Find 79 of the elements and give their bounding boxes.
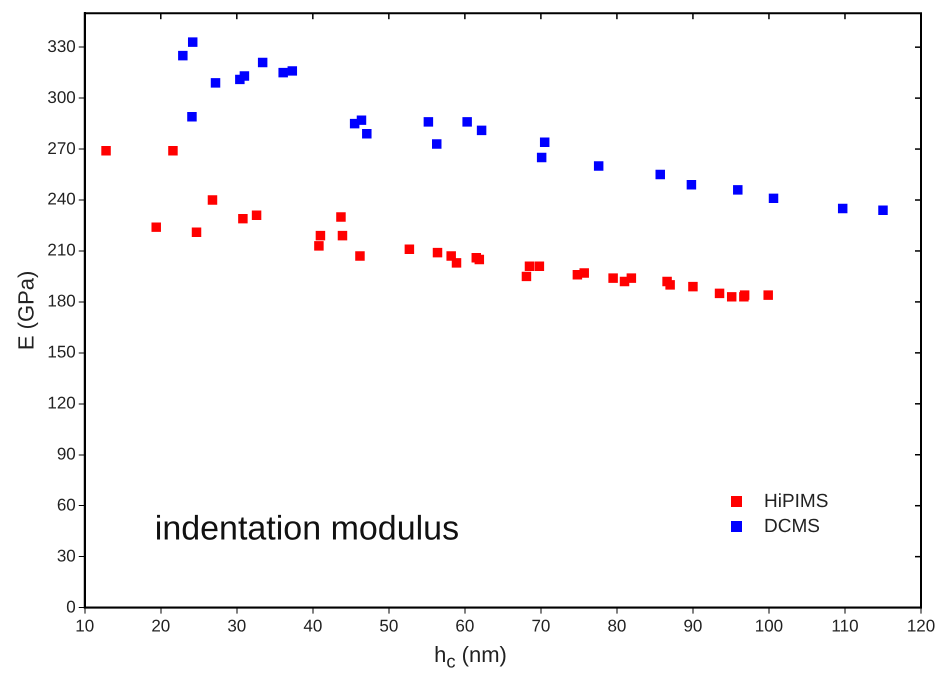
legend-label: DCMS (764, 516, 820, 538)
point (522, 272, 532, 282)
point (878, 205, 888, 215)
y-tick-label: 240 (47, 190, 76, 209)
point (316, 230, 326, 240)
point (240, 71, 250, 81)
x-tick-label: 60 (455, 616, 474, 636)
point (178, 50, 188, 60)
point (192, 228, 202, 238)
point (168, 146, 178, 156)
point (763, 290, 773, 300)
point (540, 138, 550, 148)
point (208, 195, 218, 205)
point (608, 273, 618, 283)
x-tick-label: 100 (754, 616, 784, 636)
point (462, 117, 472, 127)
point (656, 170, 665, 180)
point (579, 268, 589, 278)
x-axis-title: h$_{c}$ (nm) (433, 642, 508, 672)
point (338, 230, 348, 240)
point (686, 180, 696, 190)
point (151, 222, 161, 232)
x-tick-label: 40 (303, 616, 322, 636)
point (278, 68, 288, 78)
point (726, 292, 736, 302)
y-tick-label: 150 (47, 342, 76, 362)
y-tick-label: 180 (47, 292, 76, 311)
legend-label: HiPIMS (764, 490, 828, 513)
y-tick-label: 300 (47, 88, 76, 107)
point (404, 244, 414, 254)
y-tick-label: 0 (66, 597, 76, 616)
annotation: indentation modulus (154, 510, 460, 548)
point (355, 251, 365, 261)
point (534, 262, 544, 271)
point (188, 37, 198, 47)
point (432, 139, 442, 149)
x-tick-label: 80 (607, 616, 626, 636)
point (476, 126, 486, 136)
y-tick-label: 60 (56, 495, 76, 514)
point (187, 112, 197, 122)
y-tick-label: 120 (47, 393, 76, 412)
point (688, 282, 698, 292)
x-tick-label: 50 (379, 616, 398, 636)
point (665, 280, 675, 290)
point (838, 204, 848, 214)
point (238, 214, 248, 224)
y-tick-label: 270 (47, 138, 76, 158)
point (288, 66, 298, 76)
point (714, 288, 724, 298)
x-tick-label: 30 (227, 616, 246, 636)
y-tick-label: 90 (56, 444, 76, 464)
point (432, 248, 442, 258)
point (356, 115, 366, 125)
point (594, 161, 604, 171)
y-tick-label: 210 (47, 240, 76, 260)
point (768, 194, 778, 204)
point (210, 78, 220, 88)
point (424, 117, 434, 127)
point (101, 146, 111, 156)
point (626, 273, 636, 283)
point (252, 210, 262, 220)
point (314, 241, 324, 251)
point (733, 185, 743, 195)
point (258, 58, 268, 68)
x-tick-label: 10 (75, 616, 94, 636)
y-tick-label: 330 (47, 36, 76, 56)
point (524, 262, 534, 271)
point (536, 152, 546, 162)
x-tick-label: 70 (531, 616, 550, 636)
point (336, 212, 346, 222)
x-tick-label: 120 (906, 616, 936, 636)
point (362, 129, 372, 139)
y-axis-title: E (GPa) (13, 270, 38, 350)
x-tick-label: 20 (151, 616, 170, 636)
y-tick-label: 30 (56, 546, 76, 566)
point (452, 258, 462, 268)
x-tick-label: 90 (683, 616, 702, 636)
x-tick-label: 110 (831, 616, 859, 636)
point (474, 254, 484, 264)
